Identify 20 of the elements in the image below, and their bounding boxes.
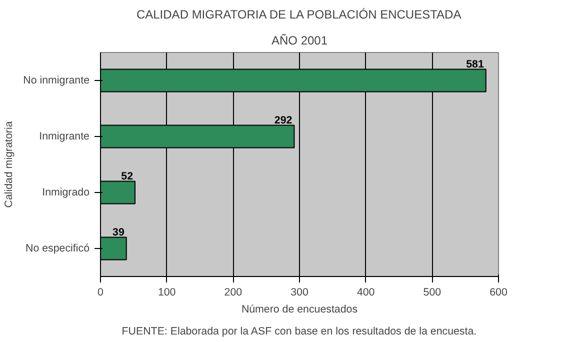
x-tick-label: 0 xyxy=(98,286,104,298)
x-axis-title: Número de encuestados xyxy=(241,304,358,316)
y-axis-title: Calidad migratoria xyxy=(3,121,16,208)
data-label: 581 xyxy=(466,58,484,70)
data-label: 292 xyxy=(274,114,292,126)
x-tick-label: 100 xyxy=(158,286,176,298)
y-tick-label: Inmigrante xyxy=(39,130,90,142)
data-label: 52 xyxy=(121,170,134,182)
source-note: FUENTE: Elaborada por la ASF con base en los resultados de la encuesta. xyxy=(122,326,477,338)
chart-subtitle: AÑO 2001 xyxy=(271,34,328,48)
x-tick-label: 600 xyxy=(490,286,508,298)
y-tick-label: No especificó xyxy=(26,242,90,254)
x-tick-label: 200 xyxy=(224,286,242,298)
x-tick-label: 400 xyxy=(356,286,375,298)
y-tick-label: Inmigrado xyxy=(42,186,90,198)
chart-title: CALIDAD MIGRATORIA DE LA POBLACIÓN ENCUESTADA xyxy=(136,8,462,22)
x-tick-label: 300 xyxy=(290,286,308,298)
y-tick-label: No inmigrante xyxy=(23,74,90,86)
data-label: 39 xyxy=(112,226,124,238)
x-tick-label: 500 xyxy=(423,286,442,298)
